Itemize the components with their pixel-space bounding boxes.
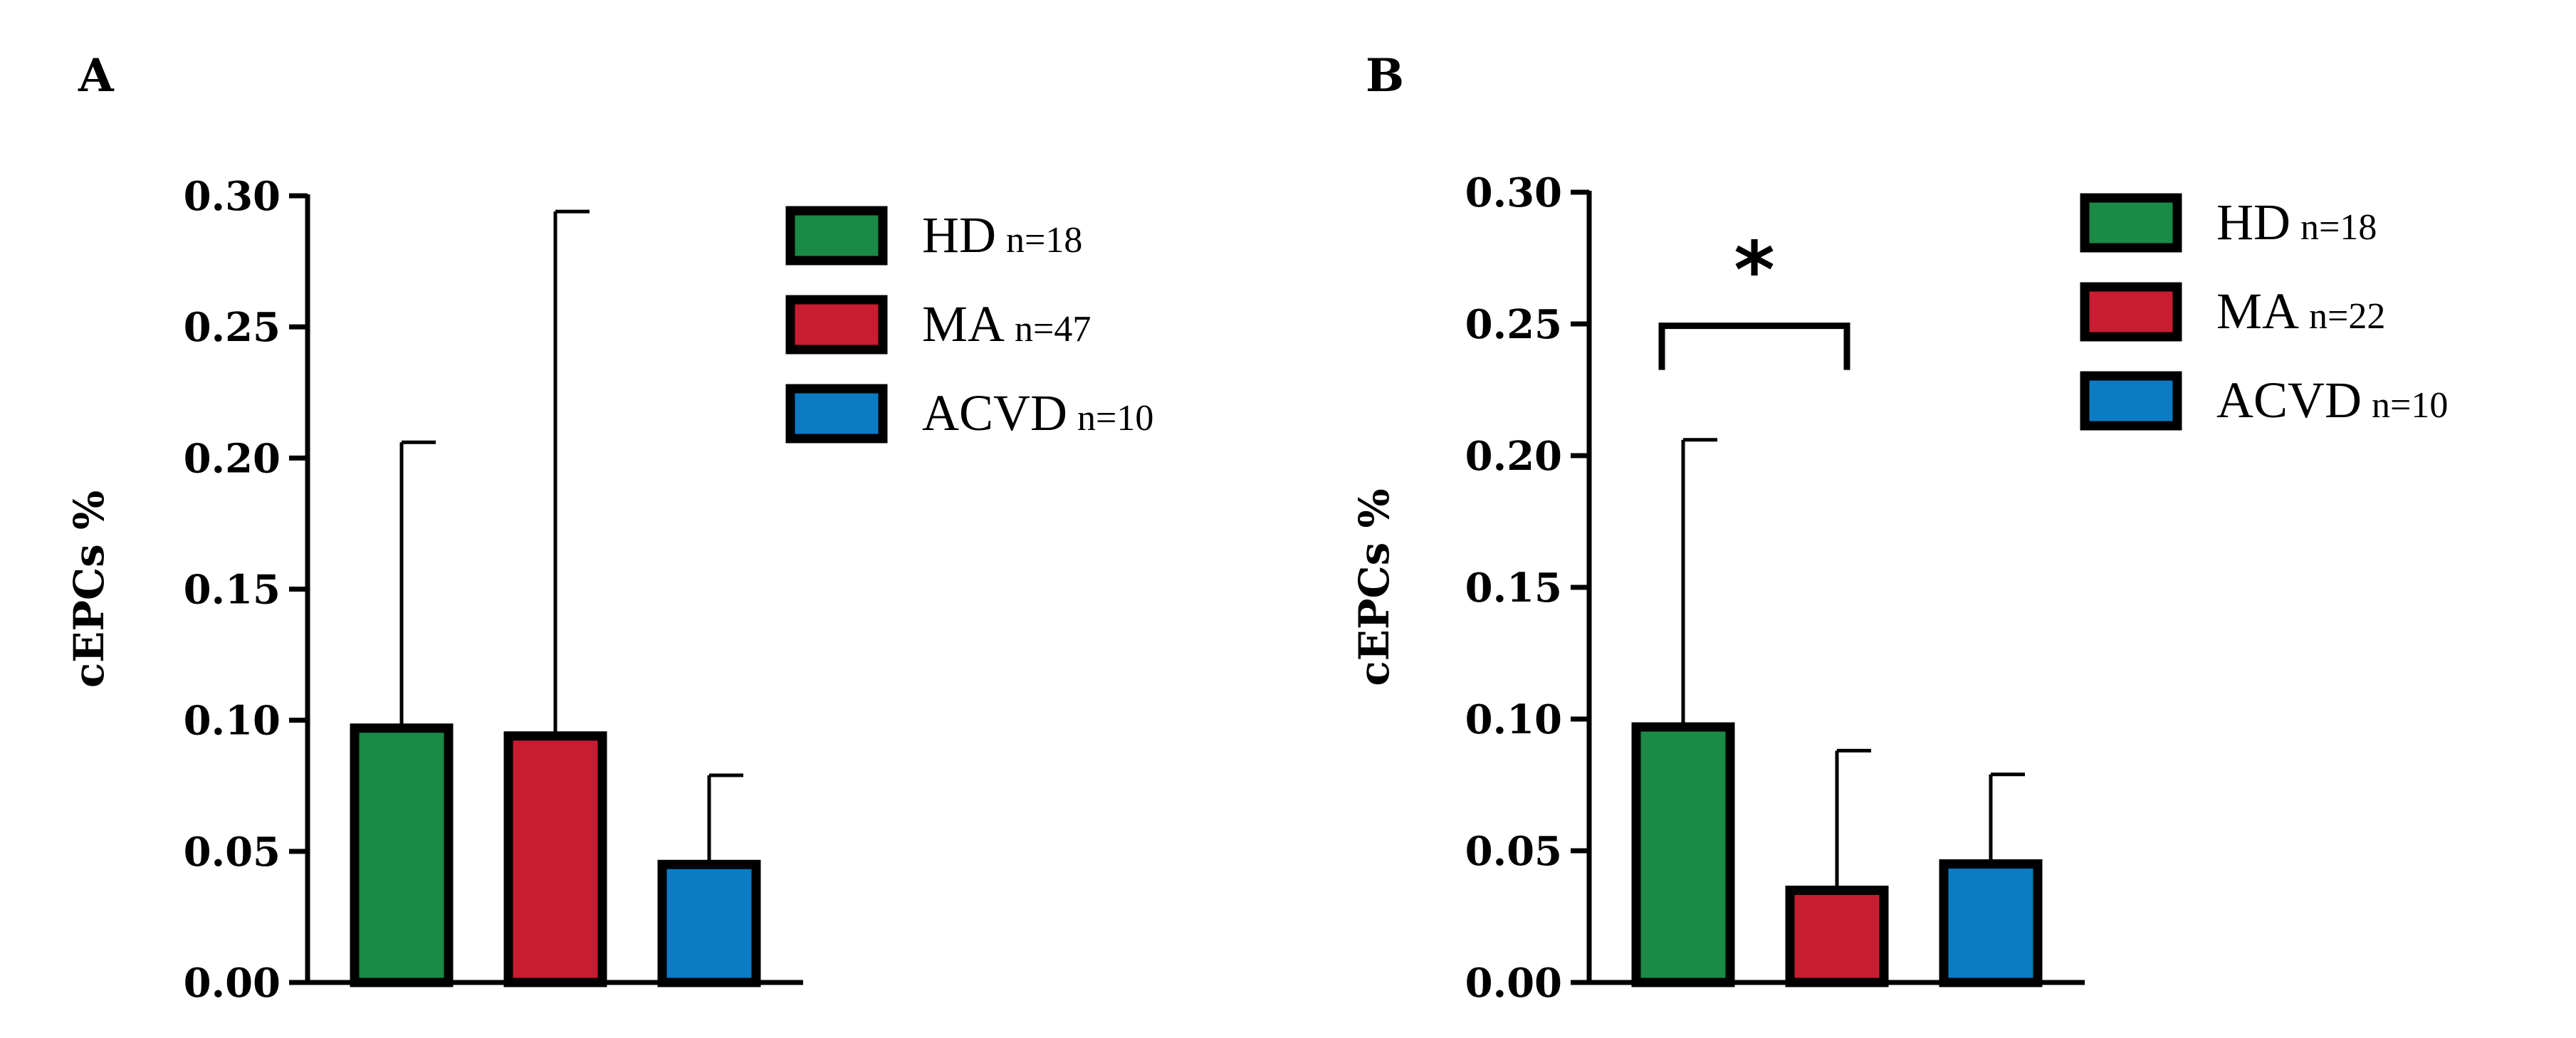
legend-label: MA n=22	[2216, 283, 2385, 340]
legend-group-name: HD	[922, 206, 996, 263]
legend-swatch-ma	[2080, 282, 2182, 342]
y-axis-title: cEPCs %	[65, 491, 113, 688]
y-tick-label: 0.05	[1465, 828, 1562, 875]
legend-count: n=18	[2300, 207, 2377, 248]
legend-item-hd: HD n=18	[785, 206, 1082, 266]
y-tick-label: 0.00	[184, 960, 281, 1007]
bar-ma	[1785, 886, 1889, 987]
y-tick-label: 0.20	[1465, 433, 1562, 480]
legend-item-acvd: ACVD n=10	[2080, 371, 2448, 431]
y-axis-title: cEPCs %	[1350, 488, 1398, 686]
y-tick-label: 0.30	[1465, 169, 1562, 216]
legend-swatch-acvd	[2080, 371, 2182, 431]
y-tick-label: 0.25	[184, 304, 281, 351]
panel-letter: A	[78, 49, 115, 103]
y-tick-label: 0.15	[184, 567, 281, 614]
significance-star: *	[1734, 225, 1775, 316]
legend-swatch-hd	[2080, 193, 2182, 253]
legend-swatch-acvd	[785, 384, 888, 444]
y-tick-label: 0.30	[184, 173, 281, 220]
y-tick-label: 0.00	[1465, 960, 1562, 1007]
y-tick-label: 0.05	[184, 829, 281, 876]
panel-letter: B	[1366, 49, 1404, 103]
legend-count: n=10	[2372, 385, 2448, 426]
legend-group-name: MA	[922, 295, 1005, 352]
legend-count: n=10	[1077, 398, 1153, 439]
significance-bracket	[1658, 323, 1850, 370]
legend-count: n=22	[2309, 296, 2385, 337]
legend-label: HD n=18	[2216, 194, 2377, 251]
bar-hd	[1631, 722, 1735, 987]
legend-item-acvd: ACVD n=10	[785, 384, 1153, 444]
legend-item-hd: HD n=18	[2080, 193, 2377, 253]
legend-item-ma: MA n=22	[2080, 282, 2385, 342]
legend-item-ma: MA n=47	[785, 295, 1091, 355]
y-tick-label: 0.10	[184, 698, 281, 745]
legend-group-name: HD	[2216, 194, 2290, 251]
y-tick-label: 0.20	[184, 435, 281, 482]
bar-ma	[503, 731, 607, 987]
legend-label: HD n=18	[922, 206, 1082, 263]
bar-acvd	[657, 859, 761, 987]
bar-acvd	[1939, 859, 2043, 987]
legend-label: ACVD n=10	[2216, 372, 2448, 429]
legend-swatch-ma	[785, 295, 888, 355]
legend-swatch-hd	[785, 206, 888, 266]
y-tick-label: 0.10	[1465, 696, 1562, 743]
legend-group-name: ACVD	[2216, 372, 2362, 429]
legend-group-name: ACVD	[922, 384, 1067, 441]
legend-count: n=47	[1015, 309, 1091, 350]
legend-label: ACVD n=10	[922, 384, 1153, 441]
legend-count: n=18	[1006, 220, 1082, 261]
legend-label: MA n=47	[922, 295, 1091, 352]
legend-group-name: MA	[2216, 283, 2299, 340]
bar-hd	[350, 723, 454, 987]
y-tick-label: 0.25	[1465, 301, 1562, 348]
y-tick-label: 0.15	[1465, 565, 1562, 612]
